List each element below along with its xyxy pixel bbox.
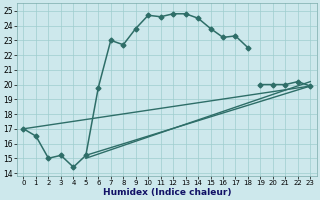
X-axis label: Humidex (Indice chaleur): Humidex (Indice chaleur) bbox=[103, 188, 231, 197]
